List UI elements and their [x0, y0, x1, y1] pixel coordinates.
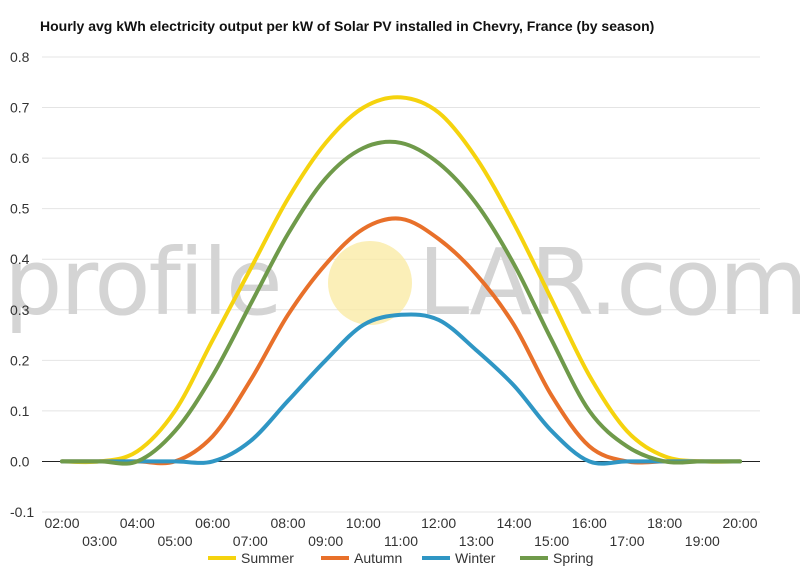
y-tick-label: 0.7	[10, 100, 30, 116]
legend: Summer Autumn Winter Spring	[208, 550, 593, 566]
x-tick-label: 11:00	[384, 533, 418, 549]
y-tick-label: 0.5	[10, 201, 30, 217]
x-tick-label: 08:00	[270, 515, 305, 531]
x-tick-label: 18:00	[647, 515, 682, 531]
axis-layer: 0.8 0.7 0.6 0.5 0.4 0.3 0.2 0.1 0.0 -0.1 02:0003:0…	[10, 49, 760, 549]
x-tick-label: 07:00	[233, 533, 268, 549]
watermark-right-text: LAR.com	[418, 229, 800, 336]
x-tick-label: 03:00	[82, 533, 117, 549]
x-tick-label: 02:00	[44, 515, 79, 531]
y-tick-label: 0.6	[10, 150, 30, 166]
y-tick-label: -0.1	[10, 504, 34, 520]
x-tick-label: 19:00	[685, 533, 720, 549]
legend-item-summer: Summer	[208, 550, 294, 566]
watermark-left-text: profile	[4, 229, 281, 336]
x-tick-label: 16:00	[572, 515, 607, 531]
y-tick-label: 0.1	[10, 403, 30, 419]
legend-label: Spring	[553, 550, 593, 566]
chart-title: Hourly avg kWh electricity output per kW…	[40, 18, 655, 34]
series-layer	[60, 95, 742, 466]
watermark: profile LAR.com	[4, 229, 800, 336]
y-tick-label: 0.2	[10, 352, 30, 368]
series-line-summer	[60, 95, 742, 465]
x-tick-label: 17:00	[609, 533, 644, 549]
legend-label: Summer	[241, 550, 294, 566]
x-tick-label: 15:00	[534, 533, 569, 549]
legend-item-autumn: Autumn	[321, 550, 402, 566]
watermark-sun-icon	[328, 241, 412, 325]
series-line-winter	[60, 312, 742, 466]
x-tick-label: 14:00	[496, 515, 531, 531]
legend-item-spring: Spring	[520, 550, 593, 566]
legend-item-winter: Winter	[422, 550, 496, 566]
x-tick-label: 09:00	[308, 533, 343, 549]
series-line-spring	[60, 139, 742, 466]
x-tick-label: 04:00	[120, 515, 155, 531]
x-tick-label: 06:00	[195, 515, 230, 531]
x-tick-label: 10:00	[346, 515, 381, 531]
y-tick-label: 0.8	[10, 49, 30, 65]
y-tick-label: 0.3	[10, 302, 30, 318]
x-tick-label: 20:00	[722, 515, 757, 531]
legend-label: Autumn	[354, 550, 402, 566]
x-tick-label: 13:00	[459, 533, 494, 549]
x-tick-label: 05:00	[157, 533, 192, 549]
y-tick-label: 0.4	[10, 251, 30, 267]
y-tick-label: 0.0	[10, 453, 30, 469]
legend-label: Winter	[455, 550, 496, 566]
x-tick-label: 12:00	[421, 515, 456, 531]
